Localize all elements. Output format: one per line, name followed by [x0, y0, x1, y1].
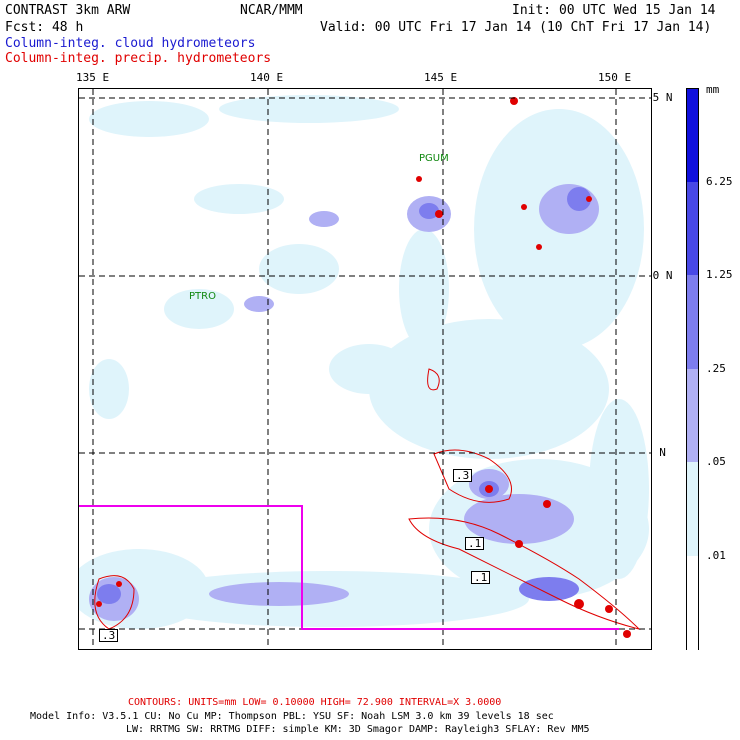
legend-unit: mm: [706, 83, 720, 96]
model-title: CONTRAST 3km ARW: [5, 3, 131, 18]
legend-level: .05: [706, 455, 726, 468]
lon-label-135: 135 E: [76, 71, 110, 84]
model-info-line2: LW: RRTMG SW: RRTMG DIFF: simple KM: 3D …: [126, 724, 590, 735]
lat-label-15: 15 N: [646, 91, 673, 104]
legend-swatch: [687, 182, 698, 275]
legend-swatch: [687, 556, 698, 651]
lat-lon-grid: [79, 89, 651, 649]
map-panel: PGUM PTRO .3 .1 .1 .3: [78, 88, 652, 650]
precip-cores: [96, 97, 631, 638]
lon-label-150: 150 E: [598, 71, 632, 84]
contour-label: .3: [453, 469, 473, 482]
institution-label: NCAR/MMM: [240, 3, 303, 18]
valid-time: Valid: 00 UTC Fri 17 Jan 14 (10 ChT Fri …: [320, 20, 712, 35]
lat-label-5: 5 N: [646, 446, 666, 459]
lat-label-10: 10 N: [646, 269, 673, 282]
lon-label-145: 145 E: [424, 71, 458, 84]
legend-level: .01: [706, 549, 726, 562]
palau-station-label: PTRO: [189, 291, 216, 302]
cloud-field-title: Column-integ. cloud hydrometeors: [5, 36, 256, 51]
lon-label-140: 140 E: [250, 71, 284, 84]
map-field-svg: [79, 89, 651, 649]
legend-swatch: [687, 89, 698, 182]
contour-label: .1: [471, 571, 491, 584]
contour-label: .1: [465, 537, 485, 550]
init-time: Init: 00 UTC Wed 15 Jan 14: [512, 3, 716, 18]
precip-field-title: Column-integ. precip. hydrometeors: [5, 51, 272, 66]
legend-level: 1.25: [706, 268, 733, 281]
legend-level: 6.25: [706, 175, 733, 188]
legend-swatch: [687, 462, 698, 556]
cloud-light-field: [79, 95, 649, 629]
contour-info: CONTOURS: UNITS=mm LOW= 0.10000 HIGH= 72…: [128, 697, 502, 708]
legend-swatch: [687, 369, 698, 462]
inner-domain-boundary: [79, 505, 619, 630]
legend-level: .25: [706, 362, 726, 375]
guam-station-label: PGUM: [419, 153, 449, 164]
contour-label: .3: [99, 629, 119, 642]
cloud-dark-field: [97, 187, 591, 604]
forecast-hour: Fcst: 48 h: [5, 20, 84, 35]
legend-swatch: [687, 275, 698, 369]
color-legend: [686, 88, 699, 651]
model-info-line1: Model Info: V3.5.1 CU: No Cu MP: Thompso…: [30, 711, 554, 722]
